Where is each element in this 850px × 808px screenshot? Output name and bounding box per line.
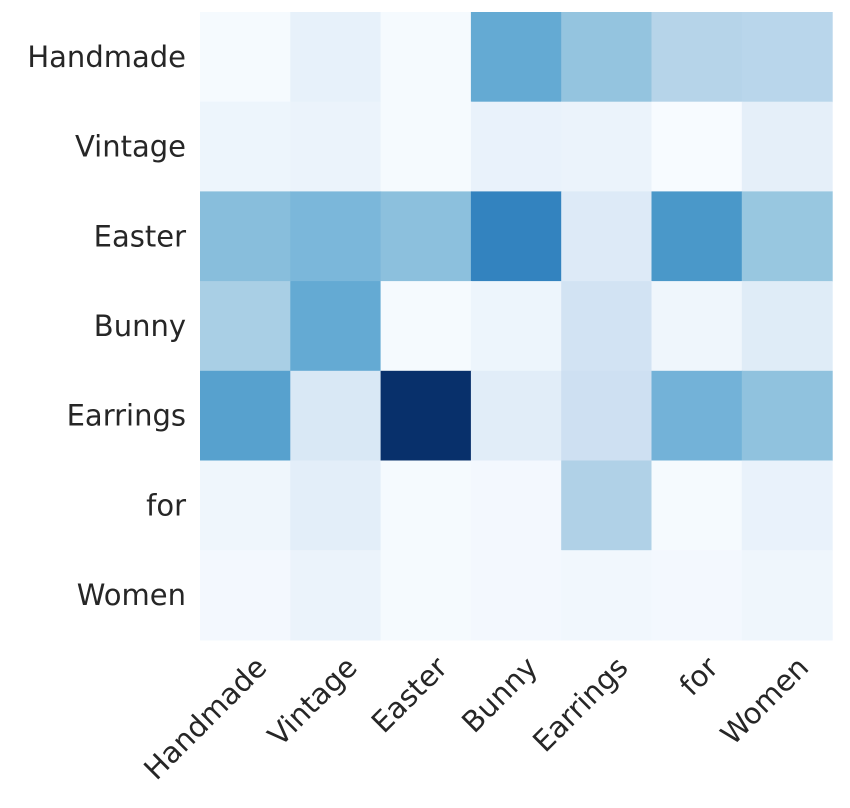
y-tick-label: Bunny xyxy=(94,309,186,343)
x-tick-label: Easter xyxy=(365,650,454,739)
x-tick-label: Bunny xyxy=(455,650,544,739)
x-tick-label: Vintage xyxy=(261,650,364,753)
heatmap-cell-handmade-for xyxy=(651,12,743,103)
heatmap-cell-handmade-women xyxy=(741,12,833,103)
heatmap-cells xyxy=(200,12,833,641)
heatmap-cell-women-earrings xyxy=(561,550,653,641)
heatmap-cell-women-women xyxy=(741,550,833,641)
heatmap-cell-easter-easter xyxy=(380,191,472,282)
heatmap-cell-bunny-vintage xyxy=(290,281,382,372)
heatmap-cell-vintage-for xyxy=(651,101,743,192)
heatmap-cell-easter-earrings xyxy=(561,191,653,282)
heatmap-cell-for-easter xyxy=(380,460,472,551)
heatmap-cell-vintage-bunny xyxy=(470,101,562,192)
heatmap-cell-women-bunny xyxy=(470,550,562,641)
y-tick-label: Vintage xyxy=(75,130,186,164)
heatmap-cell-vintage-handmade xyxy=(200,101,291,192)
heatmap-cell-women-handmade xyxy=(200,550,291,641)
heatmap-cell-earrings-earrings xyxy=(561,370,653,462)
heatmap-cell-bunny-earrings xyxy=(561,281,653,372)
heatmap-cell-bunny-easter xyxy=(380,281,472,372)
heatmap-cell-easter-vintage xyxy=(290,191,382,282)
x-tick-label: Earrings xyxy=(526,650,634,758)
heatmap-cell-bunny-for xyxy=(651,281,743,372)
x-tick-label: Handmade xyxy=(137,650,273,786)
heatmap-cell-earrings-vintage xyxy=(290,370,382,462)
y-tick-label: Handmade xyxy=(27,40,186,74)
heatmap-cell-women-for xyxy=(651,550,743,641)
heatmap-cell-handmade-handmade xyxy=(200,12,291,103)
heatmap-cell-for-handmade xyxy=(200,460,291,551)
x-tick-label: Women xyxy=(714,650,815,751)
heatmap-cell-handmade-easter xyxy=(380,12,472,103)
y-tick-label: Women xyxy=(77,578,186,612)
heatmap-cell-easter-for xyxy=(651,191,743,282)
heatmap-cell-easter-bunny xyxy=(470,191,562,282)
heatmap-cell-bunny-bunny xyxy=(470,281,562,372)
y-tick-labels: Handmade Vintage Easter Bunny Earrings for Wom… xyxy=(27,40,186,612)
heatmap-cell-vintage-women xyxy=(741,101,833,192)
heatmap-cell-bunny-women xyxy=(741,281,833,372)
heatmap-cell-for-earrings xyxy=(561,460,653,551)
y-tick-label: Easter xyxy=(94,219,186,253)
x-tick-label: for xyxy=(673,650,725,702)
heatmap-cell-earrings-easter xyxy=(380,370,472,462)
heatmap-cell-for-bunny xyxy=(470,460,562,551)
heatmap-cell-for-women xyxy=(741,460,833,551)
heatmap-cell-women-easter xyxy=(380,550,472,641)
heatmap-cell-vintage-easter xyxy=(380,101,472,192)
y-tick-label: for xyxy=(146,488,186,522)
heatmap-cell-handmade-earrings xyxy=(561,12,653,103)
heatmap-cell-women-vintage xyxy=(290,550,382,641)
heatmap-cell-for-vintage xyxy=(290,460,382,551)
heatmap-cell-for-for xyxy=(651,460,743,551)
heatmap-cell-earrings-bunny xyxy=(470,370,562,462)
heatmap-cell-vintage-vintage xyxy=(290,101,382,192)
heatmap-cell-bunny-handmade xyxy=(200,281,291,372)
heatmap-cell-earrings-for xyxy=(651,370,743,462)
heatmap-cell-vintage-earrings xyxy=(561,101,653,192)
heatmap-cell-handmade-bunny xyxy=(470,12,562,103)
heatmap-cell-easter-women xyxy=(741,191,833,282)
heatmap-cell-easter-handmade xyxy=(200,191,291,282)
heatmap-cell-earrings-women xyxy=(741,370,833,462)
heatmap-cell-earrings-handmade xyxy=(200,370,291,462)
heatmap-cell-handmade-vintage xyxy=(290,12,382,103)
y-tick-label: Earrings xyxy=(67,399,186,433)
